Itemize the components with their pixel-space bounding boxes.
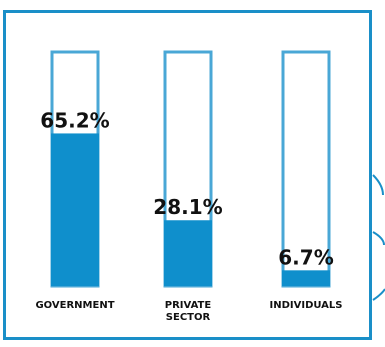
category-label: GOVERNMENT	[35, 300, 114, 311]
bar-track	[281, 50, 331, 288]
connector-line-bottom	[372, 288, 385, 301]
category-label: INDIVIDUALS	[270, 300, 343, 311]
bar	[282, 270, 330, 286]
bar-value-label: 6.7%	[278, 245, 333, 269]
category-label: PRIVATE	[165, 300, 212, 311]
connector-line-top	[372, 174, 384, 196]
connector-line-middle	[372, 231, 385, 246]
bar-value-label: 28.1%	[153, 195, 222, 219]
bar	[164, 220, 212, 286]
bar-value-label: 65.2%	[40, 108, 109, 132]
category-label: SECTOR	[166, 312, 211, 323]
bar	[51, 133, 99, 286]
